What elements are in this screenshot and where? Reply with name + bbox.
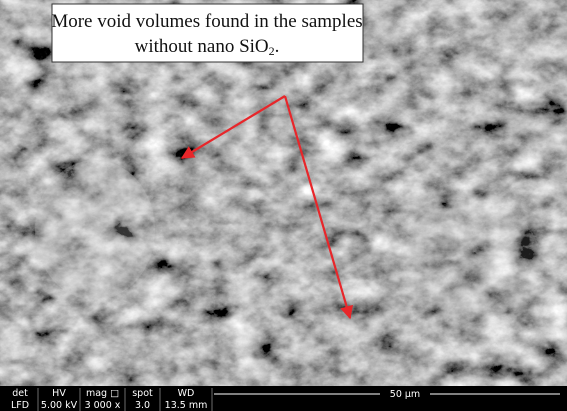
- info-header: spot: [132, 388, 153, 399]
- info-value: 5.00 kV: [41, 400, 78, 411]
- screenshot: More void volumes found in the samples w…: [0, 0, 567, 411]
- info-header: det: [12, 388, 28, 399]
- annotation-line: More void volumes found in the samples: [51, 11, 362, 32]
- bright-region: [400, 200, 540, 320]
- info-header: mag □: [86, 388, 119, 399]
- info-header: WD: [178, 388, 195, 399]
- annotation-end: .: [275, 36, 280, 57]
- bright-region: [35, 160, 155, 300]
- info-header: HV: [52, 388, 66, 399]
- micrograph: More void volumes found in the samples w…: [0, 0, 567, 411]
- scale-label: 50 μm: [390, 389, 420, 400]
- info-value: 3.0: [135, 400, 150, 411]
- info-value: LFD: [11, 400, 29, 411]
- info-value: 3 000 x: [85, 400, 121, 411]
- annotation-line: without nano SiO2.: [135, 36, 280, 58]
- annotation-text: without nano SiO: [135, 36, 269, 57]
- info-value: 13.5 mm: [165, 400, 208, 411]
